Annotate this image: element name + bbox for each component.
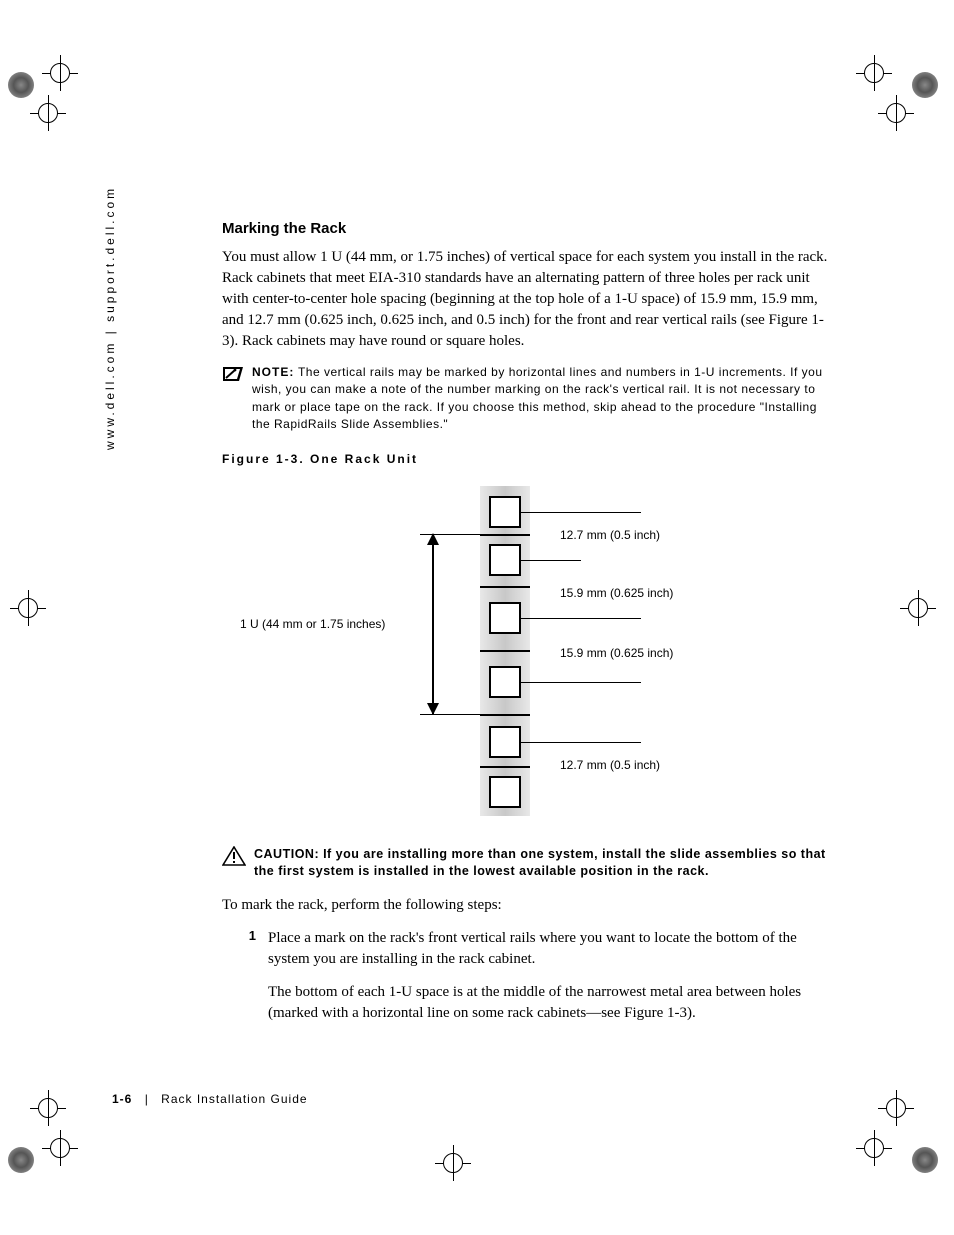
callout-line bbox=[521, 682, 641, 683]
step-number: 1 bbox=[240, 928, 256, 943]
rail-hole bbox=[489, 602, 521, 634]
step-1: 1 Place a mark on the rack's front verti… bbox=[240, 928, 832, 1036]
page-content: Marking the Rack You must allow 1 U (44 … bbox=[222, 220, 832, 1048]
footer-title: Rack Installation Guide bbox=[161, 1092, 307, 1106]
rail-hole bbox=[489, 666, 521, 698]
reg-top-left-2 bbox=[30, 95, 90, 155]
label-spacing-2: 15.9 mm (0.625 inch) bbox=[560, 586, 673, 600]
rail-hole bbox=[489, 726, 521, 758]
callout-line bbox=[521, 560, 581, 561]
rail-line bbox=[480, 586, 530, 588]
figure-diagram: 1 U (44 mm or 1.75 inches) 12.7 mm (0.5 … bbox=[222, 486, 832, 816]
label-spacing-1: 12.7 mm (0.5 inch) bbox=[560, 528, 660, 542]
page-footer: 1-6 | Rack Installation Guide bbox=[112, 1092, 308, 1106]
caution-label: CAUTION: bbox=[254, 847, 323, 861]
rail-hole bbox=[489, 544, 521, 576]
footer-separator: | bbox=[145, 1092, 149, 1106]
page-number: 1-6 bbox=[112, 1092, 132, 1106]
step-para-1: Place a mark on the rack's front vertica… bbox=[268, 928, 832, 970]
callout-line bbox=[521, 742, 641, 743]
reg-bot-left-2 bbox=[30, 1090, 90, 1150]
rail-line bbox=[480, 534, 530, 536]
reg-bot-mid bbox=[435, 1145, 495, 1205]
rail-line bbox=[480, 766, 530, 768]
caution-body: If you are installing more than one syst… bbox=[254, 847, 826, 879]
step-para-2: The bottom of each 1-U space is at the m… bbox=[268, 982, 832, 1024]
callout-line bbox=[521, 512, 641, 513]
reg-top-right-2 bbox=[878, 95, 938, 155]
step-body: Place a mark on the rack's front vertica… bbox=[268, 928, 832, 1036]
note-icon bbox=[222, 366, 244, 382]
note-body: The vertical rails may be marked by hori… bbox=[252, 365, 823, 431]
figure-caption: Figure 1-3. One Rack Unit bbox=[222, 452, 832, 466]
reg-mid-left bbox=[10, 590, 70, 650]
sidebar-url: www.dell.com | support.dell.com bbox=[103, 186, 117, 450]
caution-icon bbox=[222, 846, 246, 866]
label-1u: 1 U (44 mm or 1.75 inches) bbox=[240, 617, 385, 631]
reg-bot-right-2 bbox=[878, 1090, 938, 1150]
section-heading: Marking the Rack bbox=[222, 220, 832, 237]
rail-line bbox=[480, 650, 530, 652]
callout-line bbox=[521, 618, 641, 619]
dim-arrow-1u bbox=[432, 534, 434, 714]
reg-mid-right bbox=[900, 590, 954, 650]
label-spacing-4: 12.7 mm (0.5 inch) bbox=[560, 758, 660, 772]
label-spacing-3: 15.9 mm (0.625 inch) bbox=[560, 646, 673, 660]
caution-text: CAUTION: If you are installing more than… bbox=[254, 846, 832, 881]
intro-paragraph: You must allow 1 U (44 mm, or 1.75 inche… bbox=[222, 247, 832, 352]
lead-in-paragraph: To mark the rack, perform the following … bbox=[222, 895, 832, 916]
caution-block: CAUTION: If you are installing more than… bbox=[222, 846, 832, 881]
note-block: NOTE: The vertical rails may be marked b… bbox=[222, 364, 832, 434]
rail-line bbox=[480, 714, 530, 716]
rail-hole bbox=[489, 776, 521, 808]
rail-hole bbox=[489, 496, 521, 528]
note-text: NOTE: The vertical rails may be marked b… bbox=[252, 364, 832, 434]
note-label: NOTE: bbox=[252, 365, 294, 379]
